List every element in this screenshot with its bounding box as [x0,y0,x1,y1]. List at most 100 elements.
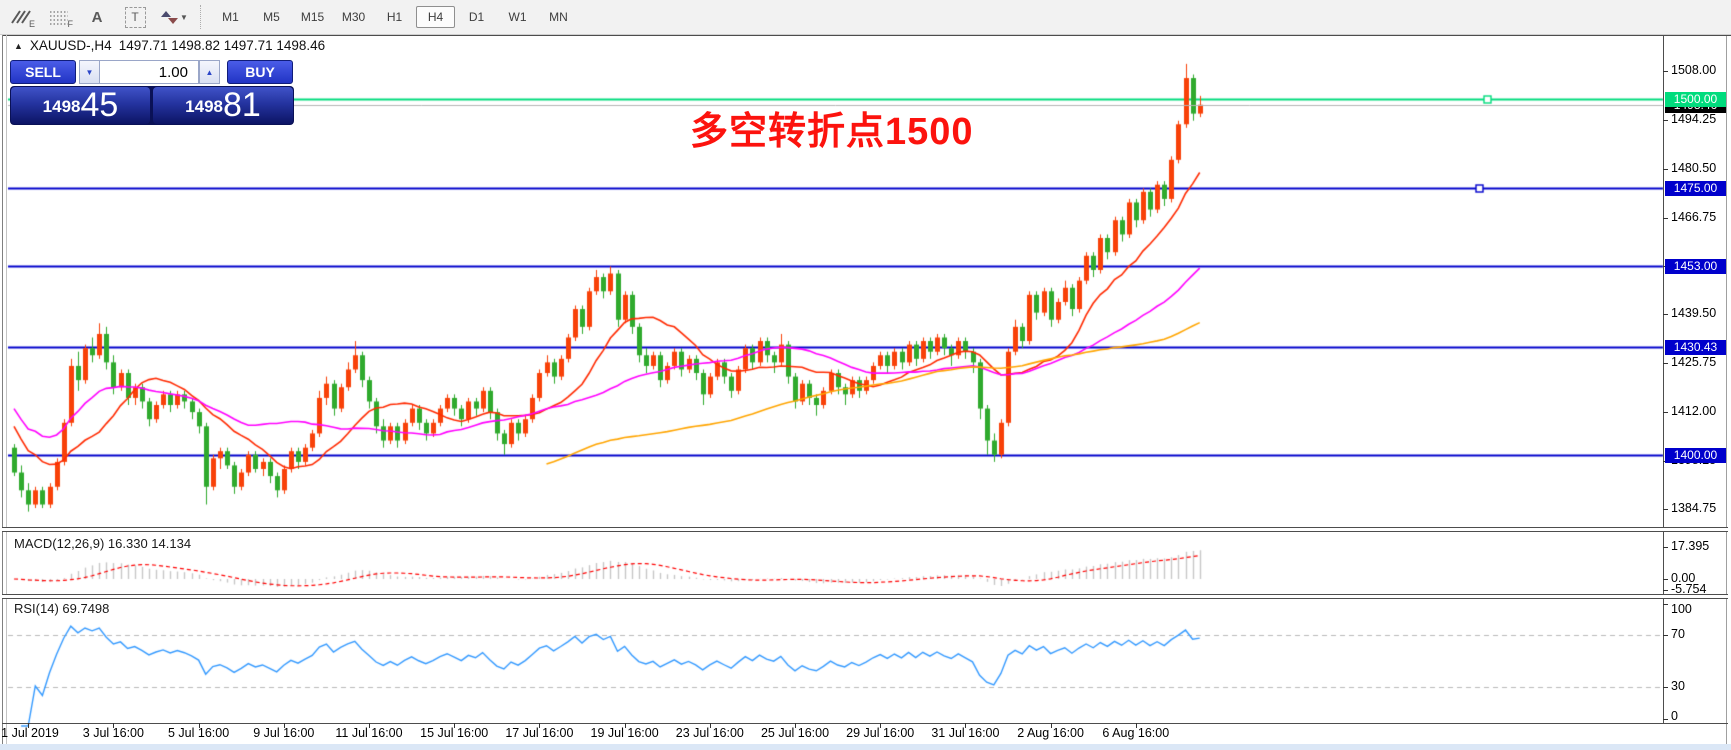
macd-panel-label: MACD(12,26,9) 16.330 14.134 [14,536,192,551]
price-tick-label: 1466.75 [1671,210,1717,224]
chart-symbol-label: XAUUSD-,H4 [29,38,112,53]
price-tickmark [1663,120,1668,121]
macd-axis-label: 0.00 [1671,571,1696,585]
timeframe-button-M1[interactable]: M1 [222,10,239,24]
rsi-axis-label: 70 [1671,627,1685,641]
toolbar-separator [200,5,202,29]
window-left-border [2,35,3,749]
sell-price-display[interactable]: 1498 45 [11,87,150,124]
volume-decrease-button[interactable]: ▼ [79,60,100,84]
price-tick-label: 1439.50 [1671,306,1717,320]
icon-sub-f: F [67,19,74,29]
timeframe-button-MN[interactable]: MN [549,10,568,24]
price-axis-border [1663,36,1664,723]
time-axis-border [2,723,1728,724]
time-axis-label: 2 Aug 16:00 [1017,726,1084,740]
rsi-axis-label: 30 [1671,679,1685,693]
time-tickmark [28,723,29,728]
sell-button[interactable]: SELL [10,60,76,84]
letter-t-glyph: T [124,6,146,28]
crosshatch-expert-icon[interactable]: E [4,4,38,30]
price-tick-label: 1412.00 [1671,404,1717,418]
text-label-icon[interactable]: A [80,4,114,30]
volume-increase-button[interactable]: ▲ [199,60,220,84]
one-click-trading-panel: SELL ▼ 1.00 ▲ BUY 1498 45 1498 81 [10,60,294,125]
chart-annotation-text[interactable]: 多空转折点1500 [690,111,974,153]
one-click-toggle-icon[interactable]: ▲ [14,40,23,51]
main-toolbar: E F A T ▼ M1 M5 M15 M30 H1 H4 D1 W1 MN [0,0,1731,35]
time-axis[interactable] [2,724,1662,744]
hline-price-label: 1500.00 [1665,92,1726,107]
time-axis-label: 11 Jul 16:00 [335,726,403,740]
price-axis[interactable] [1664,36,1730,723]
timeframe-button-M30[interactable]: M30 [341,10,366,24]
hline-price-label: 1400.00 [1665,448,1726,463]
macd-axis-label: -5.754 [1671,582,1707,596]
timeframe-button-D1[interactable]: D1 [468,10,485,24]
price-tick-label: 1384.75 [1671,501,1717,515]
dropdown-caret-icon[interactable]: ▼ [180,12,188,22]
window-right-border [1726,36,1727,748]
timeframe-toolbar: M1 M5 M15 M30 H1 H4 D1 W1 MN [210,6,579,28]
chart-title: ▲ XAUUSD-,H4 1497.71 1498.82 1497.71 149… [14,38,325,53]
time-axis-label: 17 Jul 16:00 [505,726,574,740]
time-axis-label: 29 Jul 16:00 [846,726,915,740]
volume-input[interactable]: 1.00 [99,60,199,84]
buy-price-small: 1498 [185,97,223,116]
time-tickmark [369,723,370,728]
time-axis-label: 6 Aug 16:00 [1102,726,1170,740]
time-axis-label: 25 Jul 16:00 [760,726,830,740]
rsi-axis-label: 100 [1671,602,1692,616]
time-axis-label: 1 Jul 2019 [1,726,59,740]
rsi-axis-label: 0 [1671,709,1678,723]
price-tickmark [1663,314,1668,315]
time-axis-label: 9 Jul 16:00 [253,726,315,740]
text-box-icon[interactable]: T [118,4,152,30]
arrows-tool-icon[interactable]: ▼ [156,4,190,30]
price-tickmark [1663,218,1668,219]
window-top-border [2,35,1731,36]
hline-price-label: 1453.00 [1665,259,1726,274]
hline-price-label: 1430.43 [1665,340,1726,355]
icon-sub-e: E [28,19,35,29]
timeframe-button-H4[interactable]: H4 [416,6,455,28]
buy-button[interactable]: BUY [227,60,293,84]
buy-price-big: 81 [223,86,261,124]
rsi-tickmark [1663,604,1668,605]
crosshatch-glyph [11,9,31,24]
timeframe-button-H1[interactable]: H1 [386,10,403,24]
timeframe-button-W1[interactable]: W1 [508,10,527,24]
rsi-panel-splitter[interactable] [2,594,1728,599]
price-tickmark [1663,71,1668,72]
sell-price-big: 45 [80,86,119,124]
time-axis-label: 15 Jul 16:00 [420,726,489,740]
time-axis-label: 23 Jul 16:00 [675,726,744,740]
timeframe-button-M5[interactable]: M5 [263,10,280,24]
timeframe-button-M15[interactable]: M15 [300,10,325,24]
grid-fibo-icon[interactable]: F [42,4,76,30]
macd-tickmark [1663,579,1668,580]
letter-a-glyph: A [91,8,103,26]
rsi-panel-label: RSI(14) 69.7498 [14,601,110,616]
time-tickmark [880,723,881,728]
rsi-tickmark [1663,719,1668,720]
status-strip [0,744,1731,750]
macd-panel-splitter[interactable] [2,527,1728,532]
trade-panel-prices: 1498 45 1498 81 [10,86,294,125]
time-axis-label: 31 Jul 16:00 [931,726,1000,740]
time-tickmark [965,723,966,728]
price-tick-label: 1480.50 [1671,161,1717,175]
price-tick-label: 1494.25 [1671,112,1717,126]
price-tickmark [1663,412,1668,413]
hline-price-label: 1475.00 [1665,181,1726,196]
plot-left-border [6,35,7,749]
time-tickmark [1136,723,1137,728]
time-tickmark [1051,723,1052,728]
arrows-glyph [161,11,179,24]
trade-panel-controls: SELL ▼ 1.00 ▲ BUY [10,60,294,84]
price-tick-label: 1508.00 [1671,63,1717,77]
time-tickmark [539,723,540,728]
buy-price-display[interactable]: 1498 81 [153,87,293,124]
